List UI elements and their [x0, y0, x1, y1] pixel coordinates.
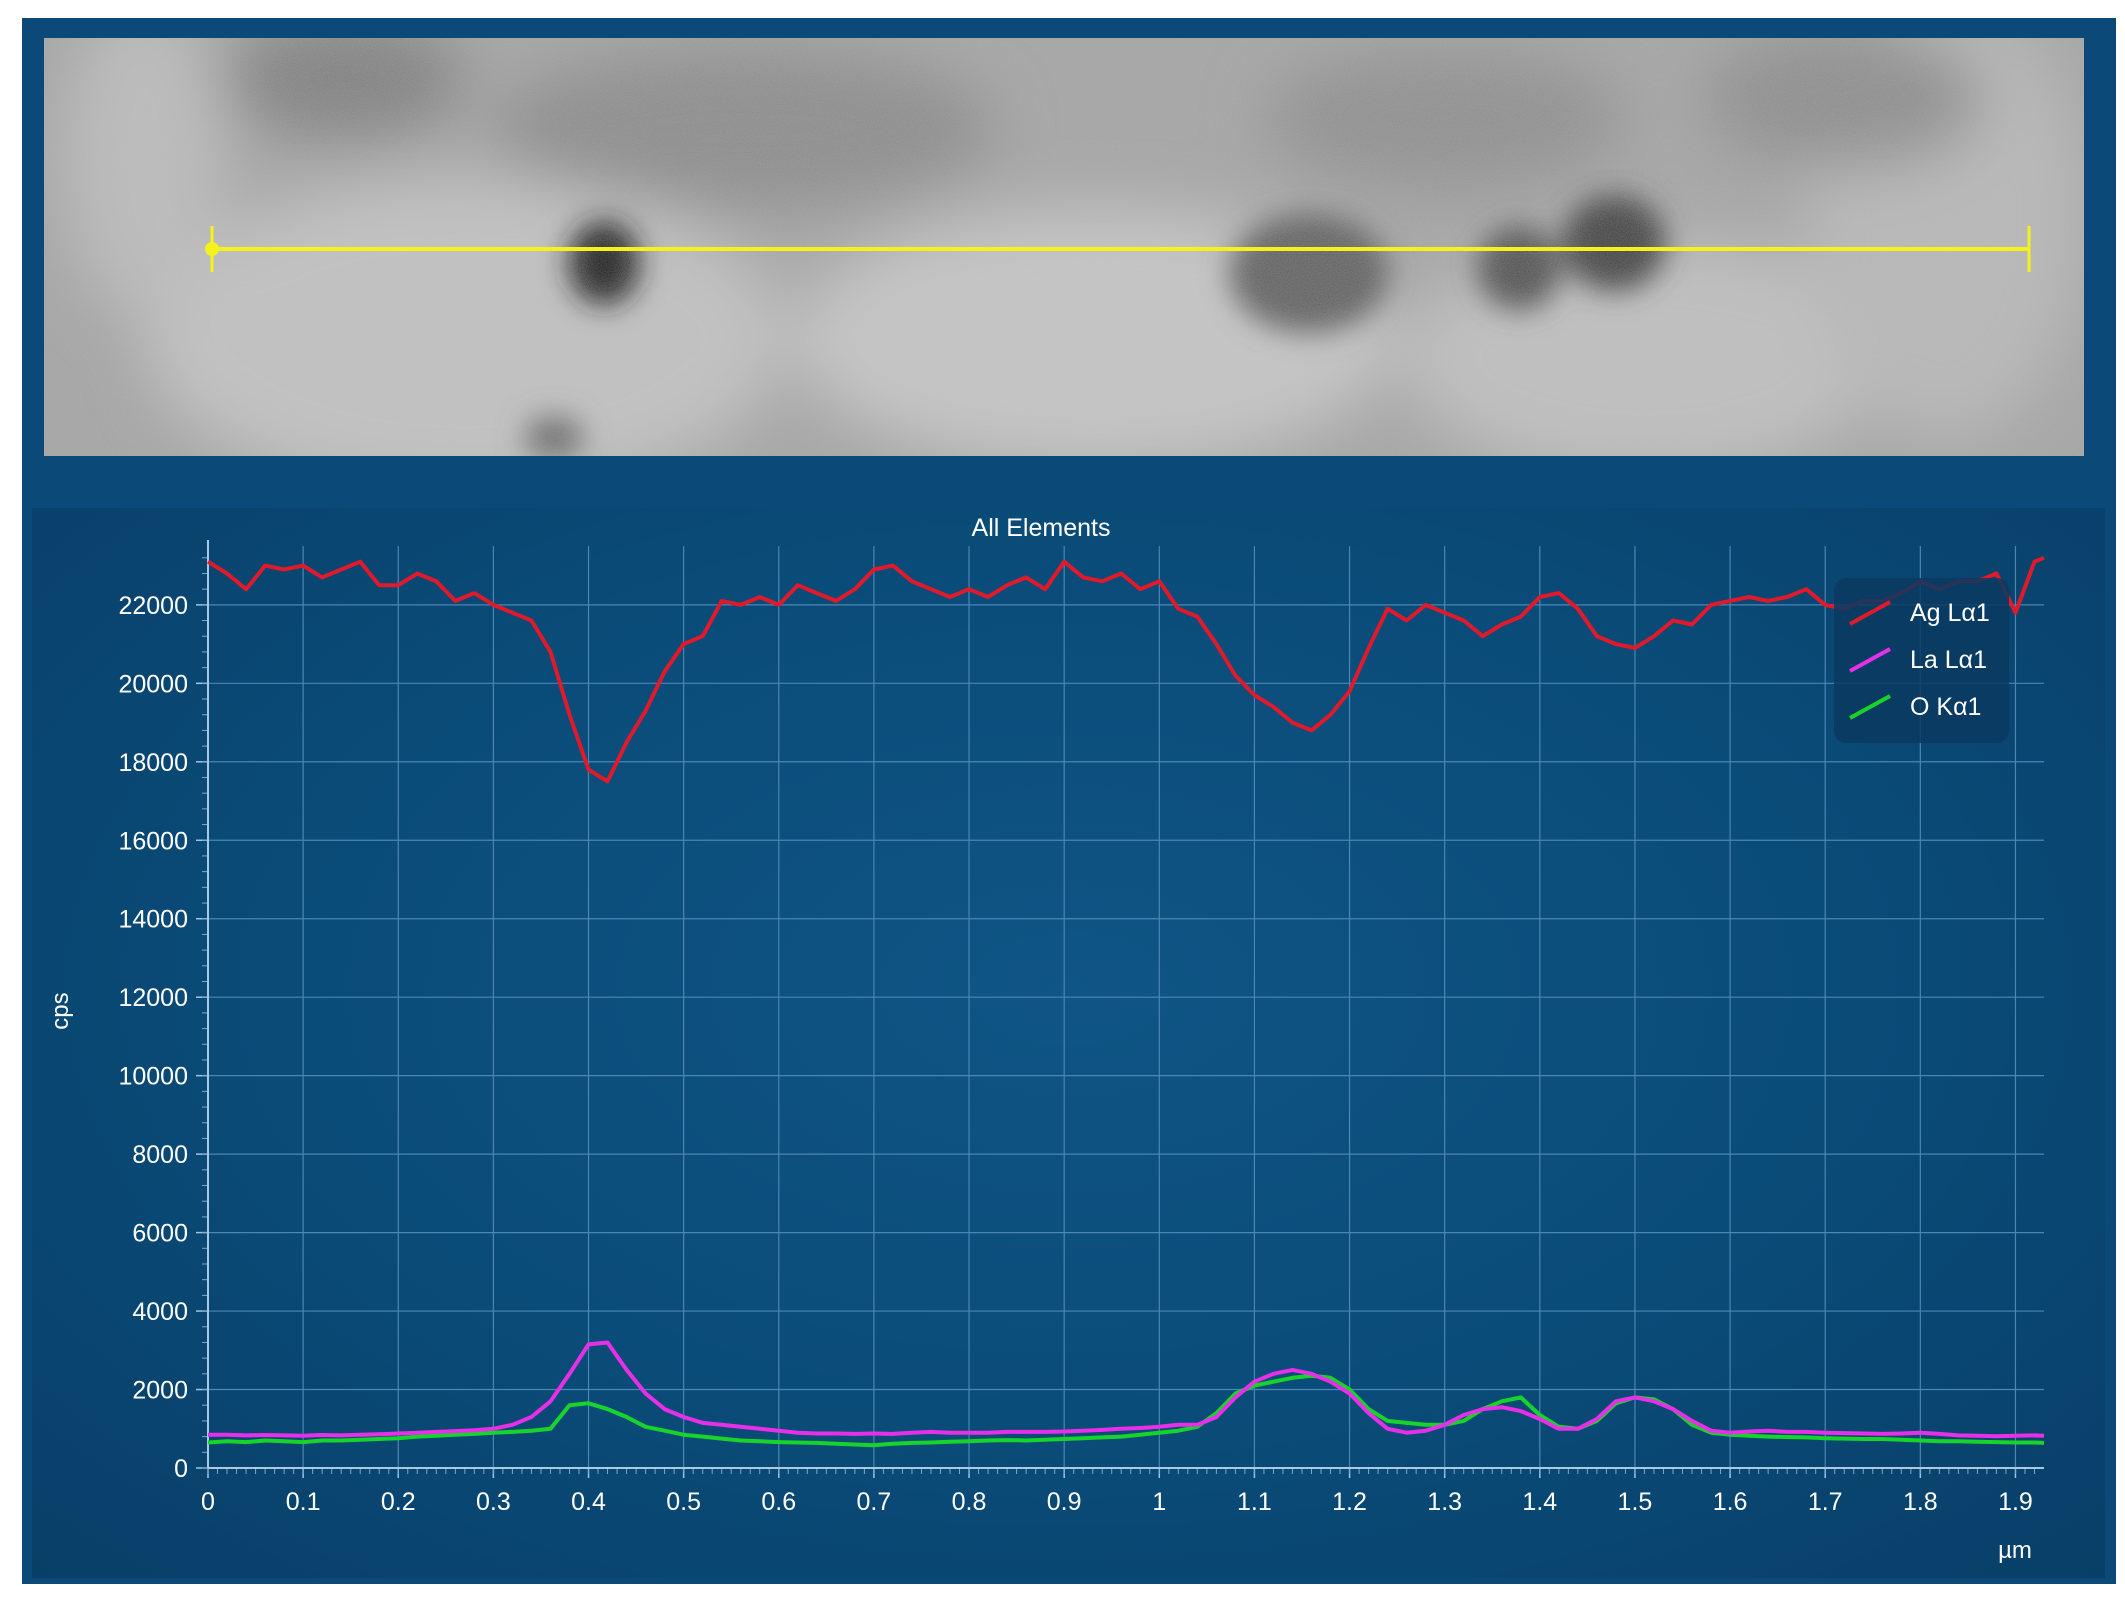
y-tick-label: 16000: [118, 827, 188, 855]
x-tick-label: 1.6: [1713, 1488, 1748, 1516]
chart-legend[interactable]: Ag Lα1 La Lα1 O Kα1: [1834, 578, 2009, 743]
x-tick-label: 0.9: [1047, 1488, 1082, 1516]
legend-swatch: [1849, 600, 1891, 626]
chart-axes: 0 0.1 0.2 0.3 0.4 0.5 0.6 0.7 0.8 0.9 1 1.1 1.2 1.3 1.…: [118, 540, 2044, 1516]
x-tick-label: 0.7: [857, 1488, 892, 1516]
x-tick-label: 1.7: [1808, 1488, 1843, 1516]
x-tick-label: 1.2: [1332, 1488, 1367, 1516]
x-tick-label: 1.3: [1427, 1488, 1462, 1516]
y-tick-label: 0: [174, 1455, 188, 1483]
y-tick-label: 12000: [118, 984, 188, 1012]
y-tick-label: 6000: [132, 1220, 188, 1248]
y-tick-label: 20000: [118, 670, 188, 698]
x-tick-label: 0.4: [571, 1488, 606, 1516]
y-tick-label: 8000: [132, 1141, 188, 1169]
x-tick-label: 0.1: [286, 1488, 321, 1516]
x-tick-label: 1.5: [1618, 1488, 1653, 1516]
legend-swatch: [1849, 694, 1891, 720]
line-profile-chart: 0 0.1 0.2 0.3 0.4 0.5 0.6 0.7 0.8 0.9 1 1.1 1.2 1.3 1.…: [47, 514, 2045, 1564]
x-axis-unit: µm: [1998, 1537, 2032, 1564]
legend-label: Ag Lα1: [1910, 599, 1990, 627]
series-la-line: [208, 1340, 2045, 1439]
x-tick-label: 0.8: [952, 1488, 987, 1516]
y-tick-label: 18000: [118, 749, 188, 777]
x-tick-label: 1.8: [1903, 1488, 1938, 1516]
x-tick-label: 0.6: [761, 1488, 796, 1516]
x-tick-label: 0.2: [381, 1488, 416, 1516]
y-tick-label: 14000: [118, 906, 188, 934]
chart-panel: 0 0.1 0.2 0.3 0.4 0.5 0.6 0.7 0.8 0.9 1 1.1 1.2 1.3 1.…: [32, 508, 2105, 1578]
y-tick-label: 10000: [118, 1063, 188, 1091]
legend-swatch: [1849, 647, 1891, 673]
x-tick-label: 0.3: [476, 1488, 511, 1516]
x-tick-label: 1: [1152, 1488, 1166, 1516]
legend-label: O Kα1: [1910, 693, 1981, 721]
sem-image: [44, 38, 2084, 456]
y-tick-label: 4000: [132, 1298, 188, 1326]
y-axis-label: cps: [47, 992, 74, 1029]
x-tick-label: 1.9: [1998, 1488, 2033, 1516]
series-ag-line: [206, 555, 2045, 784]
x-tick-label: 1.4: [1522, 1488, 1557, 1516]
y-tick-label: 22000: [118, 592, 188, 620]
legend-label: La Lα1: [1910, 646, 1987, 674]
sem-image-panel: [44, 38, 2084, 456]
x-tick-label: 0.5: [666, 1488, 701, 1516]
series-o-line: [207, 1373, 2045, 1448]
x-tick-label: 1.1: [1237, 1488, 1272, 1516]
x-tick-label: 0: [201, 1488, 215, 1516]
y-tick-label: 2000: [132, 1377, 188, 1405]
chart-title: All Elements: [972, 514, 1111, 542]
chart-series: [206, 555, 2045, 1448]
chart-grid: [208, 546, 2044, 1468]
